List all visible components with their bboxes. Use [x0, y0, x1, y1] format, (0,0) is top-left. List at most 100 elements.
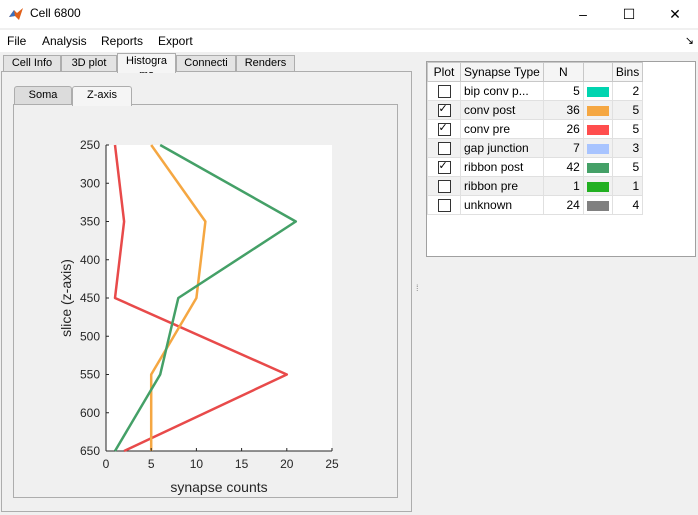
series-line-0	[113, 144, 289, 453]
color-cell[interactable]	[582, 157, 613, 177]
tab-connectivity[interactable]: Connecti vity	[176, 55, 236, 71]
synapse-type-cell[interactable]: bip conv p...	[460, 81, 544, 101]
y-tick-label: 550	[80, 368, 100, 382]
plot-checkbox[interactable]	[437, 142, 451, 156]
count-cell[interactable]: 7	[542, 138, 584, 158]
color-swatch[interactable]	[586, 162, 609, 173]
bins-cell[interactable]: 2	[611, 81, 644, 101]
bins-cell[interactable]: 5	[611, 119, 644, 139]
plot-area	[106, 145, 332, 451]
col-bins[interactable]: Bins	[611, 62, 644, 82]
color-swatch[interactable]	[586, 181, 609, 192]
col-synapse-type[interactable]: Synapse Type	[460, 62, 544, 82]
color-cell[interactable]	[582, 176, 613, 196]
x-tick-label: 5	[148, 457, 155, 471]
table-row[interactable]: ribbon pre 1 1	[427, 176, 644, 196]
tab-histograms[interactable]: Histogra ms	[117, 53, 176, 73]
matlab-icon	[9, 8, 23, 20]
color-swatch[interactable]	[586, 105, 609, 116]
splitter-handle[interactable]: ⁞	[416, 283, 419, 293]
menu-bar: File Analysis Reports Export ↘	[0, 30, 698, 52]
bins-cell[interactable]: 1	[611, 176, 644, 196]
count-cell[interactable]: 24	[542, 195, 584, 215]
menu-analysis[interactable]: Analysis	[42, 34, 87, 48]
synapse-type-cell[interactable]: gap junction	[460, 138, 544, 158]
plot-checkbox[interactable]	[437, 180, 451, 194]
synapse-table: Plot Synapse Type N Bins bip conv p... 5 2…	[426, 61, 696, 257]
tab-cell-info[interactable]: Cell Info	[3, 55, 61, 71]
plot-checkbox[interactable]	[437, 199, 451, 213]
color-swatch[interactable]	[586, 143, 609, 154]
count-cell[interactable]: 36	[542, 100, 584, 120]
y-axis-label: slice (z-axis)	[58, 259, 74, 337]
color-swatch[interactable]	[586, 200, 609, 211]
synapse-type-cell[interactable]: ribbon pre	[460, 176, 544, 196]
plot-checkbox-cell[interactable]	[427, 195, 461, 215]
synapse-type-cell[interactable]: conv post	[460, 100, 544, 120]
tab-renders[interactable]: Renders	[236, 55, 295, 71]
tab-3d-plot[interactable]: 3D plot	[61, 55, 117, 71]
col-n[interactable]: N	[542, 62, 584, 82]
color-cell[interactable]	[582, 81, 613, 101]
plot-checkbox[interactable]	[437, 159, 451, 175]
x-tick-label: 20	[280, 457, 294, 471]
count-cell[interactable]: 1	[542, 176, 584, 196]
table-row[interactable]: gap junction 7 3	[427, 138, 644, 158]
bins-cell[interactable]: 3	[611, 138, 644, 158]
color-swatch[interactable]	[586, 124, 609, 135]
x-tick-label: 15	[235, 457, 249, 471]
minimize-button[interactable]: –	[579, 6, 587, 22]
count-cell[interactable]: 26	[542, 119, 584, 139]
synapse-type-cell[interactable]: unknown	[460, 195, 544, 215]
color-swatch[interactable]	[586, 86, 609, 97]
color-cell[interactable]	[582, 100, 613, 120]
color-cell[interactable]	[582, 119, 613, 139]
menu-file[interactable]: File	[7, 34, 27, 48]
y-tick-label: 400	[80, 253, 100, 267]
col-plot[interactable]: Plot	[427, 62, 461, 82]
count-cell[interactable]: 42	[542, 157, 584, 177]
histogram-chart[interactable]: 0 5 10 15 20 25 250 300 350 400 450 500 550 600 650 sy…	[15, 106, 396, 496]
x-tick-label: 0	[103, 457, 110, 471]
series-line-1	[149, 144, 207, 451]
x-tick-label: 25	[325, 457, 339, 471]
color-cell[interactable]	[582, 195, 613, 215]
y-tick-label: 300	[80, 176, 100, 190]
plot-checkbox-cell[interactable]	[427, 138, 461, 158]
window-title: Cell 6800	[30, 6, 81, 20]
bins-cell[interactable]: 5	[611, 100, 644, 120]
plot-checkbox[interactable]	[437, 85, 451, 99]
plot-checkbox[interactable]	[437, 121, 451, 137]
table-row[interactable]: bip conv p... 5 2	[427, 81, 644, 101]
dock-arrow-icon[interactable]: ↘	[684, 35, 694, 47]
plot-checkbox-cell[interactable]	[427, 119, 461, 139]
plot-checkbox-cell[interactable]	[427, 176, 461, 196]
title-bar: Cell 6800 – ☐ ✕	[0, 0, 698, 28]
plot-checkbox-cell[interactable]	[427, 81, 461, 101]
color-cell[interactable]	[582, 138, 613, 158]
plot-checkbox-cell[interactable]	[427, 157, 461, 177]
menu-export[interactable]: Export	[158, 34, 193, 48]
bins-cell[interactable]: 5	[611, 157, 644, 177]
synapse-type-cell[interactable]: conv pre	[460, 119, 544, 139]
tab-z-axis[interactable]: Z-axis	[72, 86, 132, 106]
y-tick-label: 450	[80, 291, 100, 305]
synapse-type-cell[interactable]: ribbon post	[460, 157, 544, 177]
bins-cell[interactable]: 4	[611, 195, 644, 215]
plot-checkbox-cell[interactable]	[427, 100, 461, 120]
count-cell[interactable]: 5	[542, 81, 584, 101]
tab-soma[interactable]: Soma	[14, 86, 72, 105]
plot-checkbox[interactable]	[437, 102, 451, 118]
y-tick-label: 250	[80, 138, 100, 152]
y-tick-label: 600	[80, 406, 100, 420]
maximize-button[interactable]: ☐	[622, 5, 636, 22]
close-button[interactable]: ✕	[669, 5, 681, 22]
y-tick-label: 650	[80, 444, 100, 458]
menu-reports[interactable]: Reports	[101, 34, 144, 48]
x-tick-label: 10	[190, 457, 204, 471]
col-color[interactable]	[582, 62, 613, 82]
table-row[interactable]: unknown 24 4	[427, 195, 644, 215]
